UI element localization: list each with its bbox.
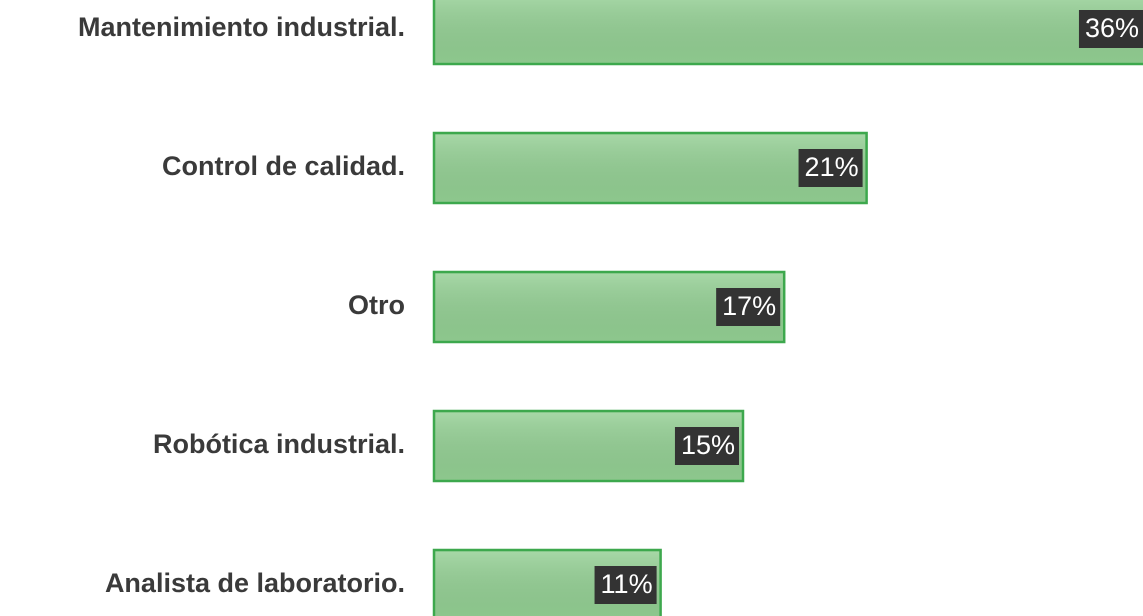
value-label-box bbox=[674, 427, 739, 465]
category-label: Control de calidad. bbox=[162, 151, 405, 181]
value-label-box bbox=[594, 566, 657, 604]
category-label: Robótica industrial. bbox=[153, 429, 405, 459]
value-label: 36% bbox=[1085, 13, 1139, 43]
value-label: 11% bbox=[601, 569, 653, 599]
value-label-box bbox=[798, 149, 863, 187]
category-label: Analista de laboratorio. bbox=[105, 568, 405, 598]
value-label: 21% bbox=[805, 152, 859, 182]
bar-shade bbox=[435, 134, 866, 202]
value-label: 15% bbox=[681, 430, 735, 460]
category-label: Mantenimiento industrial. bbox=[78, 12, 405, 42]
value-label: 17% bbox=[722, 291, 776, 321]
category-label: Otro bbox=[348, 290, 405, 320]
value-label-box bbox=[1078, 10, 1143, 48]
bar-shade bbox=[435, 0, 1143, 63]
value-label-box bbox=[716, 288, 781, 326]
